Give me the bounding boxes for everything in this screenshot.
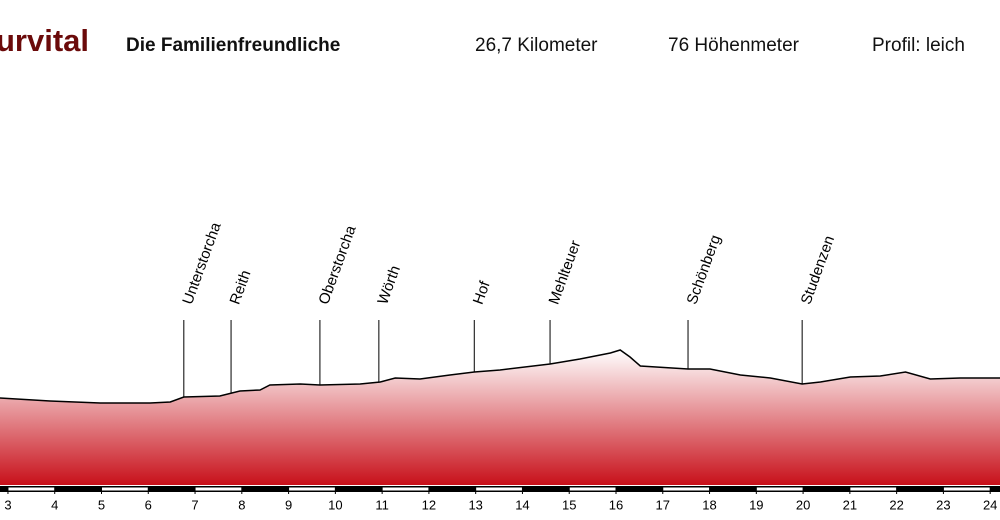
axis-band [662,487,710,491]
place-label: Studenzen [798,234,839,307]
axis-band [849,487,897,491]
stat: 26,7 Kilometer [475,35,598,56]
x-tick-label: 5 [98,497,105,512]
stat: Profil: leich [872,35,965,56]
axis-band [101,487,149,491]
place-label: Mehlteuer [546,238,585,306]
axis-band [7,487,55,491]
x-tick-label: 8 [238,497,245,512]
place-label: Hof [470,278,494,307]
place-label: Wörth [374,263,404,306]
area-fill [0,350,1000,485]
x-tick-label: 4 [51,497,58,512]
x-tick-label: 10 [328,497,342,512]
place-label: Reith [227,268,255,307]
x-tick-label: 9 [285,497,292,512]
profile-line [0,349,1000,404]
axis-band [382,487,429,491]
chart-title: urvital [0,23,89,58]
chart-subtitle: Die Familienfreundliche [126,35,340,56]
x-tick-label: 7 [191,497,198,512]
axis-band [943,487,991,491]
x-tick-label: 12 [422,497,436,512]
x-tick-label: 23 [936,497,950,512]
x-tick-label: 24 [983,497,997,512]
stat: 76 Höhenmeter [668,35,800,56]
x-tick-label: 18 [702,497,716,512]
axis-band [569,487,616,491]
x-tick-label: 17 [656,497,670,512]
x-tick-label: 13 [468,497,482,512]
x-tick-label: 14 [515,497,529,512]
axis-band [475,487,523,491]
x-tick-label: 22 [889,497,903,512]
x-tick-label: 15 [562,497,576,512]
axis-band [195,487,242,491]
x-tick-label: 11 [375,497,389,512]
x-tick-label: 19 [749,497,763,512]
place-label: Schönberg [684,233,725,307]
axis-band [756,487,804,491]
axis-band [288,487,336,491]
x-tick-label: 6 [145,497,152,512]
x-tick-label: 3 [4,497,11,512]
place-label: Oberstorcha [315,223,359,307]
x-tick-label: 21 [843,497,857,512]
place-label: Unterstorcha [179,220,225,307]
x-tick-label: 20 [796,497,810,512]
x-tick-label: 16 [609,497,623,512]
